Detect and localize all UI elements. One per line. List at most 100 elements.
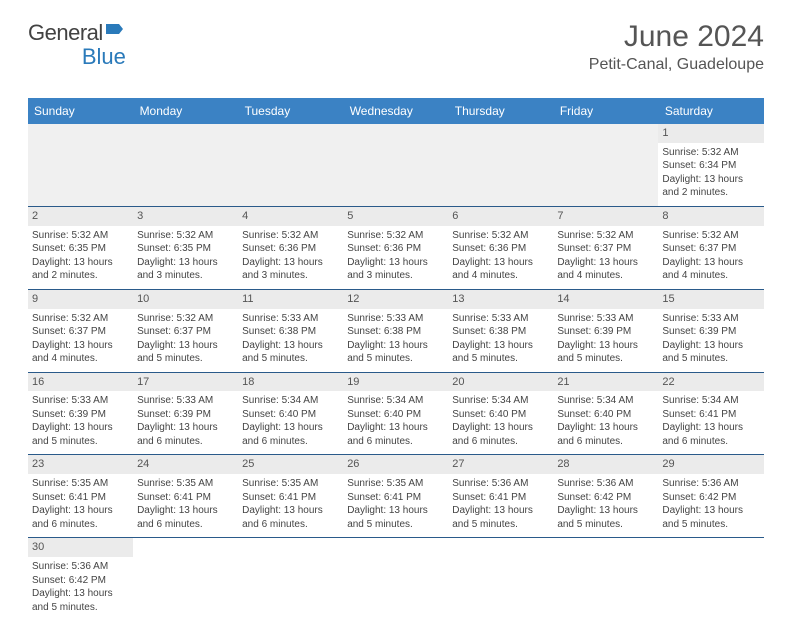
sunset-line: Sunset: 6:37 PM — [137, 325, 234, 339]
calendar-cell: 22Sunrise: 5:34 AMSunset: 6:41 PMDayligh… — [658, 372, 763, 455]
calendar-cell: 26Sunrise: 5:35 AMSunset: 6:41 PMDayligh… — [343, 455, 448, 538]
daylight-line: Daylight: 13 hours and 2 minutes. — [662, 173, 759, 200]
daylight-line: Daylight: 13 hours and 5 minutes. — [347, 339, 444, 366]
calendar-cell — [448, 124, 553, 206]
sunset-line: Sunset: 6:35 PM — [32, 242, 129, 256]
daylight-line: Daylight: 13 hours and 6 minutes. — [137, 421, 234, 448]
calendar-cell — [238, 124, 343, 206]
day-number: 6 — [448, 207, 553, 226]
sunrise-line: Sunrise: 5:32 AM — [242, 229, 339, 243]
calendar-cell: 8Sunrise: 5:32 AMSunset: 6:37 PMDaylight… — [658, 206, 763, 289]
calendar-cell: 18Sunrise: 5:34 AMSunset: 6:40 PMDayligh… — [238, 372, 343, 455]
calendar-cell: 30Sunrise: 5:36 AMSunset: 6:42 PMDayligh… — [28, 538, 133, 620]
weekday-header-row: Sunday Monday Tuesday Wednesday Thursday… — [28, 98, 764, 124]
weekday-wednesday: Wednesday — [343, 98, 448, 124]
day-number: 18 — [238, 373, 343, 392]
calendar-cell: 10Sunrise: 5:32 AMSunset: 6:37 PMDayligh… — [133, 289, 238, 372]
sunrise-line: Sunrise: 5:32 AM — [137, 312, 234, 326]
sunrise-line: Sunrise: 5:32 AM — [557, 229, 654, 243]
daylight-line: Daylight: 13 hours and 3 minutes. — [347, 256, 444, 283]
calendar-cell — [238, 538, 343, 620]
daylight-line: Daylight: 13 hours and 5 minutes. — [662, 504, 759, 531]
sunrise-line: Sunrise: 5:32 AM — [137, 229, 234, 243]
sunset-line: Sunset: 6:39 PM — [662, 325, 759, 339]
sunrise-line: Sunrise: 5:35 AM — [347, 477, 444, 491]
daylight-line: Daylight: 13 hours and 4 minutes. — [452, 256, 549, 283]
daylight-line: Daylight: 13 hours and 2 minutes. — [32, 256, 129, 283]
day-number: 19 — [343, 373, 448, 392]
sunrise-line: Sunrise: 5:33 AM — [242, 312, 339, 326]
day-number: 9 — [28, 290, 133, 309]
sunrise-line: Sunrise: 5:32 AM — [32, 229, 129, 243]
daylight-line: Daylight: 13 hours and 6 minutes. — [137, 504, 234, 531]
calendar-cell: 17Sunrise: 5:33 AMSunset: 6:39 PMDayligh… — [133, 372, 238, 455]
sunrise-line: Sunrise: 5:33 AM — [452, 312, 549, 326]
weekday-tuesday: Tuesday — [238, 98, 343, 124]
daylight-line: Daylight: 13 hours and 5 minutes. — [32, 421, 129, 448]
calendar-cell: 9Sunrise: 5:32 AMSunset: 6:37 PMDaylight… — [28, 289, 133, 372]
brand-part2: Blue — [82, 44, 126, 69]
location: Petit-Canal, Guadeloupe — [589, 56, 764, 74]
sunrise-line: Sunrise: 5:33 AM — [347, 312, 444, 326]
sunrise-line: Sunrise: 5:34 AM — [347, 394, 444, 408]
flag-icon — [105, 20, 127, 38]
calendar-cell: 15Sunrise: 5:33 AMSunset: 6:39 PMDayligh… — [658, 289, 763, 372]
sunset-line: Sunset: 6:34 PM — [662, 159, 759, 173]
calendar-cell — [553, 124, 658, 206]
header: General June 2024 Petit-Canal, Guadeloup… — [28, 20, 764, 74]
sunrise-line: Sunrise: 5:33 AM — [557, 312, 654, 326]
sunrise-line: Sunrise: 5:33 AM — [137, 394, 234, 408]
brand-part1: General — [28, 20, 103, 46]
calendar-cell: 5Sunrise: 5:32 AMSunset: 6:36 PMDaylight… — [343, 206, 448, 289]
sunrise-line: Sunrise: 5:33 AM — [662, 312, 759, 326]
calendar-cell: 21Sunrise: 5:34 AMSunset: 6:40 PMDayligh… — [553, 372, 658, 455]
calendar-cell — [133, 538, 238, 620]
sunset-line: Sunset: 6:37 PM — [557, 242, 654, 256]
daylight-line: Daylight: 13 hours and 6 minutes. — [347, 421, 444, 448]
sunrise-line: Sunrise: 5:36 AM — [32, 560, 129, 574]
brand-logo: General — [28, 20, 127, 46]
sunset-line: Sunset: 6:41 PM — [347, 491, 444, 505]
calendar-body: 1Sunrise: 5:32 AMSunset: 6:34 PMDaylight… — [28, 124, 764, 620]
day-number: 1 — [658, 124, 763, 143]
calendar-cell: 27Sunrise: 5:36 AMSunset: 6:41 PMDayligh… — [448, 455, 553, 538]
sunset-line: Sunset: 6:41 PM — [137, 491, 234, 505]
calendar-cell: 13Sunrise: 5:33 AMSunset: 6:38 PMDayligh… — [448, 289, 553, 372]
day-number: 3 — [133, 207, 238, 226]
sunset-line: Sunset: 6:38 PM — [452, 325, 549, 339]
day-number: 4 — [238, 207, 343, 226]
sunrise-line: Sunrise: 5:35 AM — [137, 477, 234, 491]
daylight-line: Daylight: 13 hours and 4 minutes. — [557, 256, 654, 283]
calendar-row: 30Sunrise: 5:36 AMSunset: 6:42 PMDayligh… — [28, 538, 764, 620]
daylight-line: Daylight: 13 hours and 6 minutes. — [452, 421, 549, 448]
day-number: 23 — [28, 455, 133, 474]
sunrise-line: Sunrise: 5:32 AM — [32, 312, 129, 326]
calendar-cell: 4Sunrise: 5:32 AMSunset: 6:36 PMDaylight… — [238, 206, 343, 289]
sunrise-line: Sunrise: 5:35 AM — [32, 477, 129, 491]
calendar-page: General June 2024 Petit-Canal, Guadeloup… — [0, 0, 792, 640]
calendar-cell — [553, 538, 658, 620]
daylight-line: Daylight: 13 hours and 3 minutes. — [137, 256, 234, 283]
sunset-line: Sunset: 6:39 PM — [137, 408, 234, 422]
sunset-line: Sunset: 6:39 PM — [32, 408, 129, 422]
day-number: 13 — [448, 290, 553, 309]
calendar-cell: 20Sunrise: 5:34 AMSunset: 6:40 PMDayligh… — [448, 372, 553, 455]
calendar-row: 2Sunrise: 5:32 AMSunset: 6:35 PMDaylight… — [28, 206, 764, 289]
sunset-line: Sunset: 6:39 PM — [557, 325, 654, 339]
sunrise-line: Sunrise: 5:34 AM — [557, 394, 654, 408]
weekday-monday: Monday — [133, 98, 238, 124]
daylight-line: Daylight: 13 hours and 5 minutes. — [452, 504, 549, 531]
sunset-line: Sunset: 6:36 PM — [452, 242, 549, 256]
sunset-line: Sunset: 6:40 PM — [452, 408, 549, 422]
day-number: 20 — [448, 373, 553, 392]
calendar-cell: 14Sunrise: 5:33 AMSunset: 6:39 PMDayligh… — [553, 289, 658, 372]
daylight-line: Daylight: 13 hours and 6 minutes. — [242, 421, 339, 448]
calendar-cell: 3Sunrise: 5:32 AMSunset: 6:35 PMDaylight… — [133, 206, 238, 289]
calendar-cell: 11Sunrise: 5:33 AMSunset: 6:38 PMDayligh… — [238, 289, 343, 372]
day-number: 22 — [658, 373, 763, 392]
day-number: 21 — [553, 373, 658, 392]
sunset-line: Sunset: 6:41 PM — [32, 491, 129, 505]
sunset-line: Sunset: 6:37 PM — [32, 325, 129, 339]
calendar-cell: 6Sunrise: 5:32 AMSunset: 6:36 PMDaylight… — [448, 206, 553, 289]
calendar-row: 9Sunrise: 5:32 AMSunset: 6:37 PMDaylight… — [28, 289, 764, 372]
